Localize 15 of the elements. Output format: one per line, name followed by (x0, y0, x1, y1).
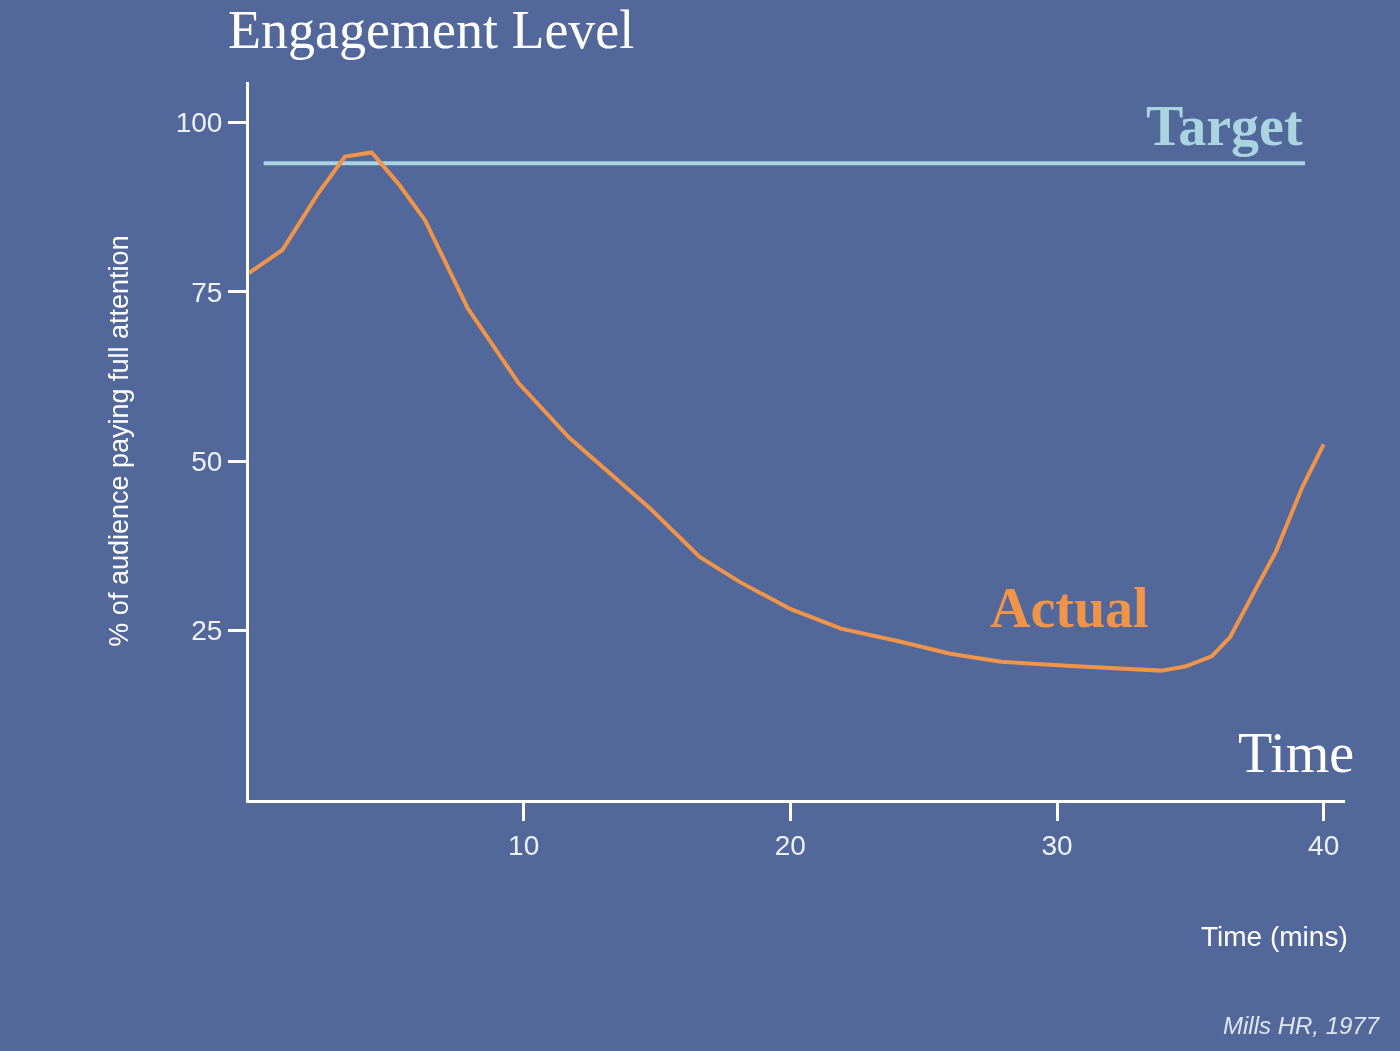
y-tick-label: 50 (191, 446, 223, 478)
x-tick-label: 20 (774, 829, 806, 861)
text: Mills HR, 1977 (1223, 1012, 1381, 1039)
x-axis-title: Time (mins) (1201, 921, 1348, 952)
y-tick-label: 100 (175, 107, 223, 139)
annotation: Time (1238, 722, 1355, 784)
x-tick-label: 10 (508, 829, 540, 861)
y-axis-title: % of audience paying full attention (103, 235, 134, 647)
series-label: Actual (990, 577, 1149, 639)
series-label: Target (1146, 95, 1303, 157)
x-tick-label: 40 (1308, 829, 1340, 861)
chart-title: Engagement Level (228, 0, 635, 60)
y-tick-label: 75 (191, 276, 223, 308)
x-tick-label: 30 (1041, 829, 1073, 861)
y-tick-label: 25 (191, 615, 223, 647)
